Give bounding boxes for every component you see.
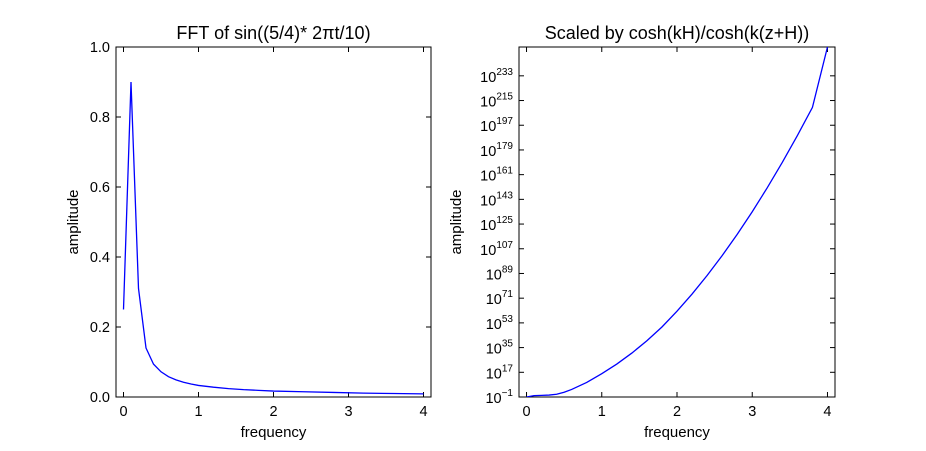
y-axis-label: amplitude: [65, 189, 82, 254]
y-tick-label: 10233: [480, 67, 513, 86]
y-tick-base: 10: [480, 70, 496, 86]
y-tick-label: 10179: [480, 141, 513, 160]
x-tick-label: 1: [598, 404, 606, 420]
series-line: [526, 47, 829, 397]
x-tick-label: 0: [522, 404, 530, 420]
y-tick-base: 10: [485, 391, 501, 407]
y-tick-exponent: −1: [502, 388, 514, 399]
y-tick-base: 10: [480, 119, 496, 135]
y-tick-label: 1017: [486, 363, 514, 382]
y-tick-label: 10107: [480, 240, 513, 259]
y-tick-exponent: 35: [502, 339, 514, 350]
y-tick-base: 10: [486, 317, 502, 333]
chart-title: Scaled by cosh(kH)/cosh(k(z+H)): [545, 23, 810, 43]
y-tick-exponent: 17: [502, 363, 514, 374]
x-axis-label: frequency: [241, 424, 307, 441]
y-tick-exponent: 89: [502, 264, 514, 275]
y-tick-base: 10: [486, 342, 502, 358]
y-tick-label: 1035: [486, 339, 514, 358]
y-tick-base: 10: [480, 243, 496, 259]
y-tick-base: 10: [486, 366, 502, 382]
panel-scaled: 0 1 2 3 410−11017103510531071108910107101251…: [448, 23, 836, 441]
x-tick-label: 3: [344, 404, 352, 420]
y-tick-exponent: 161: [496, 166, 513, 177]
y-tick-label: 10215: [480, 92, 513, 111]
x-tick-label: 4: [823, 404, 831, 420]
y-tick-label: 0.8: [90, 110, 110, 126]
y-tick-exponent: 215: [496, 92, 513, 103]
y-tick-label: 10143: [480, 190, 513, 209]
panel-fft: 0 1 2 3 4 0.0 0.2 0.4 0.6 0.8 1.0 FFT of sin((5/4)*…: [65, 23, 432, 441]
y-axis-label: amplitude: [448, 189, 465, 254]
y-tick-base: 10: [480, 218, 496, 234]
y-tick-exponent: 233: [496, 67, 513, 78]
x-tick-label: 2: [673, 404, 681, 420]
y-tick-exponent: 179: [496, 141, 513, 152]
y-tick-label: 10161: [480, 166, 513, 185]
y-tick-exponent: 71: [502, 289, 514, 300]
y-tick-exponent: 107: [496, 240, 513, 251]
y-tick-base: 10: [480, 144, 496, 160]
y-tick-label: 1071: [486, 289, 514, 308]
y-tick-label: 0.2: [90, 320, 110, 336]
x-tick-label: 0: [119, 404, 127, 420]
y-tick-label: 10−1: [485, 388, 513, 407]
series-line: [122, 81, 424, 395]
x-tick-label: 2: [269, 404, 277, 420]
y-tick-exponent: 53: [502, 314, 514, 325]
y-tick-base: 10: [480, 95, 496, 111]
x-tick-label: 1: [194, 404, 202, 420]
y-tick-base: 10: [480, 169, 496, 185]
y-tick-label: 0.6: [90, 180, 110, 196]
y-tick-base: 10: [486, 292, 502, 308]
y-tick-label: 1089: [486, 264, 514, 283]
x-tick-label: 4: [419, 404, 427, 420]
y-tick-label: 10125: [480, 215, 513, 234]
y-tick-label: 10197: [480, 116, 513, 135]
y-tick-base: 10: [486, 267, 502, 283]
y-tick-label: 1.0: [90, 40, 110, 56]
x-axis-label: frequency: [644, 424, 710, 441]
y-tick-base: 10: [480, 193, 496, 209]
y-tick-label: 0.0: [90, 390, 110, 406]
y-tick-label: 1053: [486, 314, 514, 333]
y-tick-label: 0.4: [90, 250, 110, 266]
y-tick-exponent: 143: [496, 190, 513, 201]
y-tick-exponent: 197: [496, 116, 513, 127]
chart-title: FFT of sin((5/4)* 2πt/10): [176, 23, 370, 43]
y-tick-exponent: 125: [496, 215, 513, 226]
x-tick-label: 3: [748, 404, 756, 420]
